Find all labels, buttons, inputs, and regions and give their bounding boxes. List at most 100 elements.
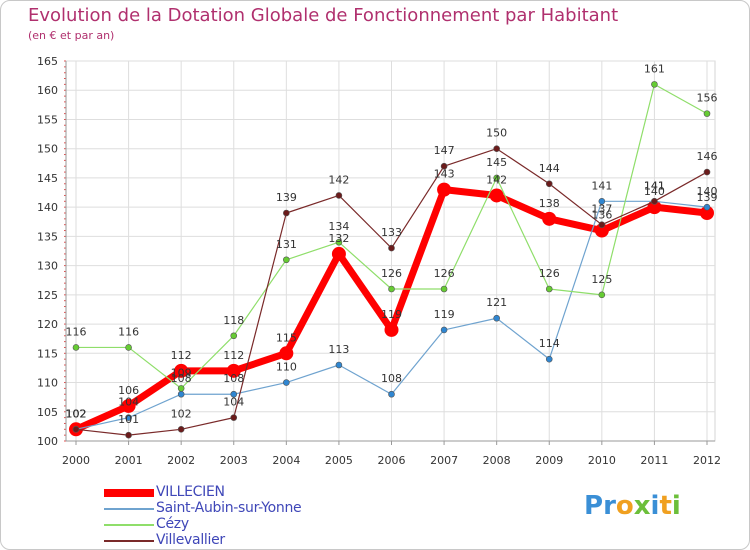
data-point — [174, 363, 189, 378]
data-point — [437, 182, 452, 197]
data-point — [545, 355, 553, 363]
chart-subtitle: (en € et par an) — [28, 29, 115, 42]
x-tick-label: 2000 — [62, 454, 90, 467]
data-label: 139 — [697, 191, 718, 204]
legend-label: VILLECIEN — [156, 484, 225, 500]
data-label: 113 — [328, 343, 349, 356]
chart-title: Evolution de la Dotation Globale de Fonc… — [28, 5, 619, 26]
data-label: 136 — [591, 209, 612, 222]
data-point — [598, 221, 606, 228]
data-point — [598, 291, 606, 299]
data-label: 150 — [486, 127, 507, 140]
data-label: 119 — [434, 308, 455, 321]
data-label: 108 — [381, 372, 402, 385]
x-tick-label: 2006 — [378, 454, 406, 467]
x-tick-label: 2002 — [167, 454, 195, 467]
data-label: 101 — [118, 413, 139, 426]
y-tick-label: 165 — [37, 55, 58, 68]
x-tick-label: 2001 — [115, 454, 143, 467]
data-label: 133 — [381, 226, 402, 239]
data-point — [598, 198, 606, 205]
data-point — [125, 414, 132, 421]
y-tick-label: 140 — [37, 201, 58, 214]
x-tick-label: 2005 — [325, 454, 353, 467]
y-tick-label: 125 — [37, 289, 58, 302]
data-point — [489, 188, 504, 203]
data-point — [335, 192, 343, 199]
y-tick-label: 115 — [37, 347, 58, 360]
data-label: 145 — [486, 156, 507, 169]
legend-swatch — [104, 540, 154, 542]
data-point — [283, 256, 290, 264]
data-label: 109 — [171, 366, 192, 379]
data-point — [121, 398, 136, 413]
data-point — [651, 198, 658, 205]
data-point — [440, 162, 448, 170]
data-point — [545, 285, 553, 293]
data-point — [283, 209, 290, 217]
series-group — [69, 81, 714, 439]
data-label: 140 — [644, 185, 665, 198]
data-label: 110 — [276, 361, 297, 374]
x-tick-label: 2011 — [640, 454, 668, 467]
x-tick-label: 2003 — [220, 454, 248, 467]
data-label: 106 — [118, 384, 139, 397]
data-label: 146 — [697, 150, 718, 163]
data-label: 131 — [276, 238, 297, 251]
data-point — [279, 346, 294, 361]
x-tick-label: 2004 — [272, 454, 300, 467]
data-point — [594, 223, 609, 238]
data-label: 139 — [276, 191, 297, 204]
data-point — [440, 326, 448, 334]
data-label: 104 — [223, 396, 244, 409]
data-point — [72, 344, 80, 351]
y-tick-label: 120 — [37, 318, 58, 331]
legend-label: Saint-Aubin-sur-Yonne — [156, 500, 302, 516]
data-point — [493, 314, 500, 322]
data-point — [703, 203, 711, 211]
proxiti-logo: Proxiti — [584, 491, 681, 521]
data-point — [388, 390, 395, 398]
data-label: 102 — [66, 407, 87, 420]
data-label: 126 — [381, 267, 402, 280]
data-label: 108 — [171, 372, 192, 385]
y-tick-label: 155 — [37, 113, 58, 126]
x-tick-label: 2009 — [535, 454, 563, 467]
data-point — [388, 244, 395, 252]
data-label: 119 — [381, 308, 402, 321]
data-point — [72, 426, 80, 433]
data-label: 142 — [486, 173, 507, 186]
data-point — [440, 285, 448, 293]
data-label: 115 — [276, 331, 297, 344]
data-point — [335, 238, 343, 246]
y-tick-label: 160 — [37, 84, 58, 97]
data-point — [700, 206, 714, 220]
data-point — [647, 200, 662, 215]
y-tick-label: 105 — [37, 406, 58, 419]
legend-label: Villevallier — [156, 532, 225, 548]
data-label: 147 — [434, 144, 455, 157]
legend-label: Cézy — [156, 516, 189, 532]
y-tick-label: 145 — [37, 172, 58, 185]
data-label: 118 — [223, 314, 244, 327]
data-point — [177, 390, 185, 398]
data-label: 102 — [66, 407, 87, 420]
x-tick-label: 2007 — [430, 454, 458, 467]
data-point — [177, 385, 185, 392]
y-tick-label: 130 — [37, 260, 58, 273]
data-label: 126 — [434, 267, 455, 280]
data-point — [331, 246, 346, 261]
data-point — [651, 81, 658, 88]
data-point — [493, 174, 500, 182]
data-point — [493, 145, 500, 152]
axes: 100 105 110 115 120 125 130 135 140 145 150 155 160 1… — [37, 55, 721, 467]
data-label: 138 — [539, 197, 560, 210]
data-point — [335, 361, 343, 369]
data-label: 156 — [697, 92, 718, 105]
data-label: 143 — [434, 168, 455, 181]
data-label: 102 — [171, 407, 192, 420]
data-point — [703, 168, 711, 176]
legend-swatch — [104, 508, 154, 510]
